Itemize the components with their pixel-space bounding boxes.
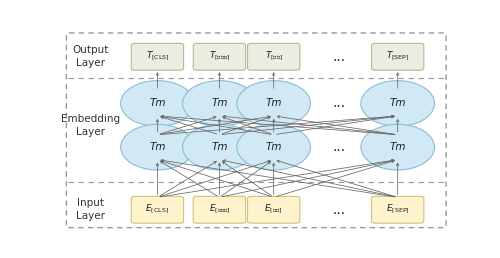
Ellipse shape xyxy=(237,124,310,170)
Text: Tm: Tm xyxy=(149,99,166,108)
Text: $E_{\rm [行程]}$: $E_{\rm [行程]}$ xyxy=(264,203,283,216)
Ellipse shape xyxy=(361,80,434,126)
Text: $T_{\rm [行程]}$: $T_{\rm [行程]}$ xyxy=(264,50,283,63)
Text: Input
Layer: Input Layer xyxy=(76,198,105,221)
FancyBboxPatch shape xyxy=(194,43,246,70)
Text: $T_{\rm [CLS]}$: $T_{\rm [CLS]}$ xyxy=(146,50,170,63)
Ellipse shape xyxy=(120,80,194,126)
Text: Output
Layer: Output Layer xyxy=(72,45,108,68)
Text: $E_{\rm [CLS]}$: $E_{\rm [CLS]}$ xyxy=(146,203,170,216)
Ellipse shape xyxy=(182,80,256,126)
Text: Tm: Tm xyxy=(266,142,282,152)
Ellipse shape xyxy=(237,80,310,126)
Text: Tm: Tm xyxy=(390,142,406,152)
Text: Embedding
Layer: Embedding Layer xyxy=(61,114,120,137)
Text: ...: ... xyxy=(333,96,346,110)
Text: $T_{\rm [挤压块]}$: $T_{\rm [挤压块]}$ xyxy=(208,50,230,63)
Text: ...: ... xyxy=(333,203,346,217)
FancyBboxPatch shape xyxy=(132,196,184,223)
Text: Tm: Tm xyxy=(211,99,228,108)
FancyBboxPatch shape xyxy=(372,43,424,70)
Ellipse shape xyxy=(361,124,434,170)
Text: $T_{\rm [SEP]}$: $T_{\rm [SEP]}$ xyxy=(386,50,409,63)
Ellipse shape xyxy=(120,124,194,170)
Text: Tm: Tm xyxy=(149,142,166,152)
FancyBboxPatch shape xyxy=(132,43,184,70)
Text: Tm: Tm xyxy=(266,99,282,108)
FancyBboxPatch shape xyxy=(248,196,300,223)
Text: $E_{\rm [SEP]}$: $E_{\rm [SEP]}$ xyxy=(386,203,409,216)
Text: $E_{\rm [挤压块]}$: $E_{\rm [挤压块]}$ xyxy=(208,203,230,216)
FancyBboxPatch shape xyxy=(194,196,246,223)
Text: ...: ... xyxy=(333,140,346,154)
FancyBboxPatch shape xyxy=(248,43,300,70)
Text: Tm: Tm xyxy=(390,99,406,108)
Ellipse shape xyxy=(182,124,256,170)
Text: ...: ... xyxy=(333,50,346,64)
Text: Tm: Tm xyxy=(211,142,228,152)
FancyBboxPatch shape xyxy=(372,196,424,223)
